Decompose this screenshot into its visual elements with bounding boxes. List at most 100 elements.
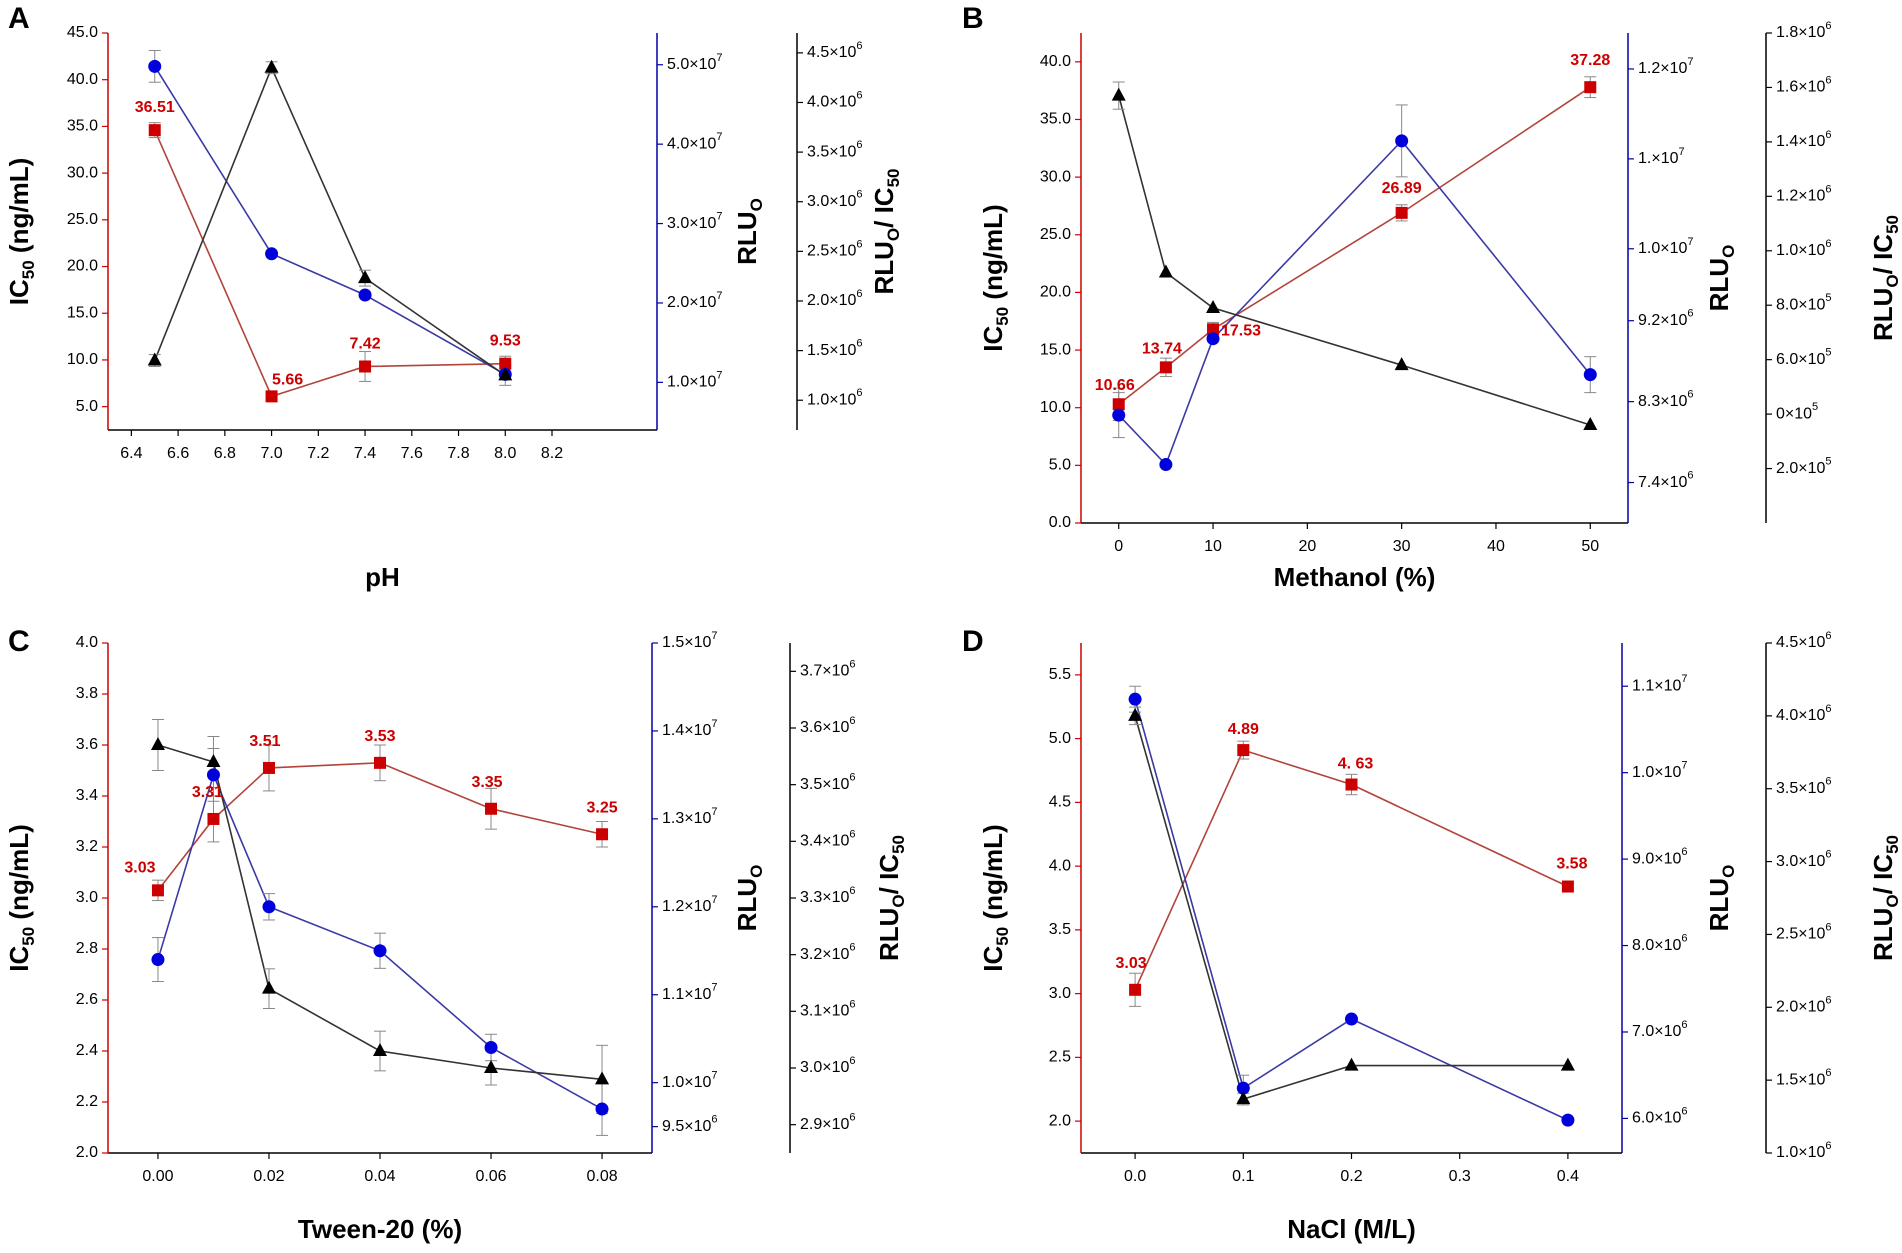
rlu-tick-label-exp: 7 (711, 1070, 717, 1082)
ic50-tick-label: 5.0 (1049, 730, 1071, 747)
ratio-tick-label: 4.0×106 (807, 89, 863, 110)
point-ratio (150, 737, 165, 750)
x-tick-label: 0.02 (253, 1168, 284, 1185)
point-ratio (261, 980, 276, 994)
ratio-tick-label-exp: 6 (849, 1055, 855, 1067)
ic50-tick-label: 30.0 (1040, 168, 1071, 185)
point-ratio (358, 270, 373, 284)
ic50-tick-label: 2.0 (76, 1144, 98, 1161)
ratio-axis-label: RLUO/ IC50 (1868, 215, 1902, 341)
data-label: 9.53 (490, 333, 521, 350)
x-tick-label: 0.06 (475, 1168, 506, 1185)
ratio-axis-label-part: / IC (874, 854, 904, 895)
ratio-axis-label-part: RLU (1868, 288, 1898, 341)
ic50-axis-label-part: IC (4, 279, 34, 305)
ratio-tick-label-exp: 6 (849, 828, 855, 840)
rlu-tick-label: 1.1×107 (662, 982, 718, 1003)
rlu-tick-label-exp: 7 (716, 52, 722, 64)
rlu-tick-label-exp: 6 (1681, 846, 1687, 858)
ratio-tick-label: 3.2×106 (800, 942, 856, 963)
rlu-tick-label: 9.0×106 (1632, 846, 1688, 867)
point-rlu (1345, 1012, 1358, 1026)
ic50-axis-label: IC50 (ng/mL) (978, 204, 1012, 351)
ic50-tick-label: 2.4 (76, 1042, 98, 1059)
point-rlu (265, 247, 279, 261)
rlu-tick-label: 7.0×106 (1632, 1019, 1688, 1040)
x-tick-label: 8.0 (494, 445, 516, 462)
ratio-tick-label-exp: 6 (856, 238, 862, 250)
point-ratio (1236, 1091, 1251, 1105)
x-tick-label: 6.8 (214, 445, 236, 462)
rlu-tick-label-exp: 7 (711, 894, 717, 906)
rlu-tick-label: 1.0×107 (1632, 760, 1688, 781)
ic50-tick-label: 2.5 (1049, 1049, 1071, 1066)
rlu-tick-label: 5.0×107 (667, 52, 723, 73)
rlu-tick-label: 7.4×106 (1638, 469, 1694, 490)
ratio-tick-label-exp: 6 (1825, 848, 1831, 860)
ratio-tick-label-exp: 6 (1825, 74, 1831, 86)
point-ic50 (207, 812, 220, 825)
point-ratio (1583, 417, 1598, 430)
ratio-tick-label: 3.0×106 (807, 189, 863, 210)
rlu-tick-label-exp: 6 (1681, 1105, 1687, 1117)
data-label: 3.35 (471, 774, 502, 791)
point-ic50 (1159, 361, 1172, 374)
ratio-tick-label-exp: 6 (856, 288, 862, 300)
ratio-tick-label-exp: 6 (1825, 1067, 1831, 1079)
ratio-axis-label: RLUO/ IC50 (874, 835, 908, 961)
x-tick-label: 8.2 (541, 445, 563, 462)
data-label: 3.31 (192, 784, 223, 801)
point-rlu (1128, 692, 1142, 706)
point-ratio (206, 754, 221, 767)
ratio-tick-label-exp: 6 (849, 998, 855, 1010)
point-rlu (1236, 1081, 1250, 1095)
ratio-tick-label: 2.5×106 (1776, 921, 1832, 942)
data-label: 4.89 (1228, 721, 1259, 738)
rlu-tick-label: 8.0×106 (1632, 932, 1688, 953)
point-rlu (373, 944, 387, 958)
point-rlu (595, 1102, 609, 1116)
ratio-axis-label-part: / IC (1868, 234, 1898, 275)
ratio-tick-label-exp: 6 (856, 40, 862, 52)
point-ratio (1158, 264, 1173, 278)
point-rlu (148, 59, 162, 73)
ratio-tick-label: 3.3×106 (800, 885, 856, 906)
ratio-tick-label-exp: 6 (856, 139, 862, 151)
ratio-axis-label-part: RLU (1868, 908, 1898, 961)
ratio-tick-label-exp: 6 (1825, 20, 1831, 32)
rlu-tick-label-exp: 6 (1687, 389, 1693, 401)
ratio-tick-label-exp: 6 (1825, 129, 1831, 141)
ratio-tick-label-exp: 6 (849, 715, 855, 727)
ratio-tick-label: 3.0×106 (800, 1055, 856, 1076)
rlu-tick-label-exp: 7 (1687, 56, 1693, 68)
ratio-axis-label-part: O (1883, 274, 1902, 287)
rlu-tick-label: 1.0×107 (662, 1070, 718, 1091)
ic50-tick-label: 4.0 (1049, 857, 1071, 874)
rlu-tick-label: 9.5×106 (662, 1114, 718, 1135)
data-label: 17.53 (1221, 322, 1261, 339)
x-tick-label: 10 (1204, 538, 1222, 555)
data-label: 7.42 (349, 335, 380, 352)
ratio-tick-label: 8.0×105 (1776, 292, 1832, 313)
x-tick-label: 7.8 (447, 445, 469, 462)
point-rlu (1159, 458, 1173, 472)
ic50-axis-label-part: IC (978, 326, 1008, 352)
x-tick-label: 6.4 (120, 445, 142, 462)
point-ic50 (1112, 398, 1125, 411)
ic50-tick-label: 3.6 (76, 736, 98, 753)
x-tick-label: 20 (1298, 538, 1316, 555)
ratio-tick-label-exp: 6 (856, 338, 862, 350)
panel-A: A 6.4 6.6 6.8 7.0 7.2 7.4 7.6 7.8 8.0 8.2 pH 5.0 10.0… (4, 2, 903, 592)
point-ic50 (151, 884, 164, 897)
point-ic50 (1207, 323, 1220, 336)
ic50-tick-label: 5.5 (1049, 666, 1071, 683)
ratio-tick-label: 3.5×106 (1776, 776, 1832, 797)
ratio-axis-label-part: O (884, 228, 903, 241)
ratio-tick-label-exp: 6 (1825, 183, 1831, 195)
ratio-tick-label-exp: 6 (849, 658, 855, 670)
ratio-tick-label-exp: 6 (1825, 994, 1831, 1006)
rlu-tick-label: 6.0×106 (1632, 1105, 1688, 1126)
rlu-tick-label-exp: 7 (711, 982, 717, 994)
data-label: 5.66 (272, 371, 303, 388)
x-tick-label: 0 (1114, 538, 1123, 555)
